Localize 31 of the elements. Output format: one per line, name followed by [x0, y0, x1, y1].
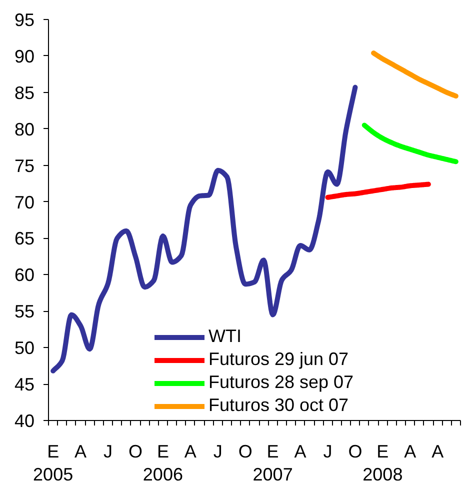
x-tick-label: A: [184, 442, 196, 462]
y-tick-label: 95: [14, 10, 35, 30]
y-tick-label: 80: [14, 119, 35, 140]
legend-label: WTI: [208, 326, 242, 347]
y-tick-label: 75: [14, 156, 35, 176]
legend-label: Futuros 29 jun 07: [208, 349, 349, 370]
y-tick-label: 40: [14, 411, 35, 431]
x-tick-label: A: [294, 442, 306, 462]
x-tick-label: E 2005: [33, 442, 74, 484]
x-tick-label: O: [348, 442, 362, 462]
x-tick-label: J: [104, 442, 113, 462]
legend-label: Futuros 30 oct 07: [208, 395, 349, 416]
x-tick-label: E 2008: [362, 442, 403, 484]
y-tick-label: 45: [14, 374, 35, 395]
x-tick-label: A: [404, 442, 416, 462]
x-tick-label: E 2007: [252, 442, 293, 484]
x-tick-label: A: [432, 442, 444, 462]
y-tick-label: 85: [14, 82, 35, 103]
x-tick-label: E 2006: [142, 442, 183, 484]
y-tick-label: 60: [14, 265, 35, 286]
x-tick-label: J: [323, 442, 332, 462]
legend-label: Futuros 28 sep 07: [208, 372, 354, 393]
y-tick-label: 90: [14, 46, 35, 66]
y-tick-label: 65: [14, 228, 35, 249]
x-tick-label: O: [238, 442, 252, 462]
y-tick-label: 50: [14, 338, 35, 358]
y-tick-label: 55: [14, 302, 35, 322]
x-tick-label: J: [213, 442, 222, 462]
x-tick-label: O: [128, 442, 142, 462]
x-tick-label: A: [74, 442, 87, 462]
y-tick-label: 70: [14, 192, 35, 212]
